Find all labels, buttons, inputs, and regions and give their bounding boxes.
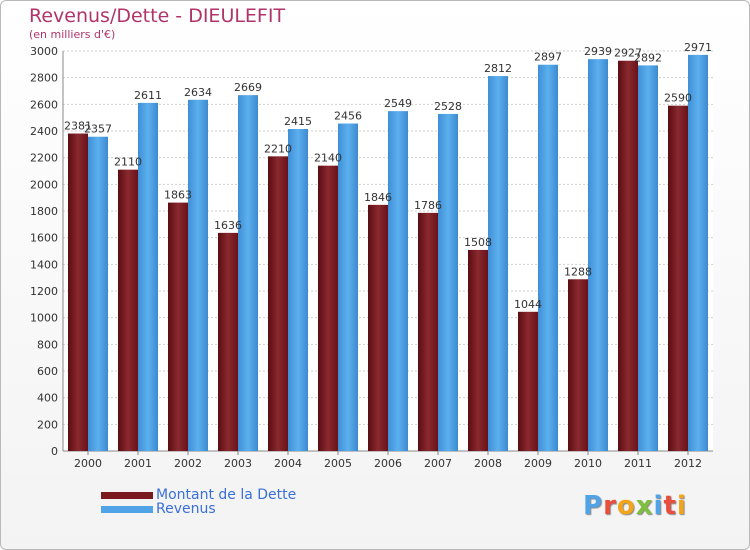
bar-revenus — [488, 76, 508, 452]
x-tick-label: 2006 — [374, 457, 402, 470]
chart-title: Revenus/Dette - DIEULEFIT — [29, 5, 286, 27]
data-label: 2897 — [534, 51, 562, 64]
x-tick-label: 2003 — [224, 457, 252, 470]
bar-revenus — [438, 113, 458, 451]
data-label: 2357 — [84, 123, 112, 136]
bar-revenus — [638, 65, 658, 452]
data-label: 2549 — [384, 97, 412, 110]
legend-label-dette: Montant de la Dette — [156, 487, 297, 503]
data-label: 2415 — [284, 115, 312, 128]
y-tick-label: 1400 — [30, 258, 58, 271]
bar-dette — [368, 204, 388, 451]
x-tick-label: 2012 — [674, 457, 702, 470]
bar-dette — [168, 202, 188, 451]
data-label: 2892 — [634, 51, 662, 64]
y-tick-label: 400 — [37, 392, 58, 405]
data-label: 1508 — [464, 236, 492, 249]
bar-dette — [518, 311, 538, 451]
bar-dette — [218, 232, 238, 451]
data-label: 2812 — [484, 62, 512, 75]
y-tick-label: 2800 — [30, 72, 58, 85]
bar-revenus — [538, 64, 558, 451]
data-label: 2939 — [584, 45, 612, 58]
bar-dette — [268, 156, 288, 452]
y-tick-label: 3000 — [30, 45, 58, 58]
bar-dette — [468, 249, 488, 451]
data-label: 2110 — [114, 156, 142, 169]
bar-revenus — [388, 111, 408, 451]
data-label: 2140 — [314, 152, 342, 165]
proxiti-logo: Proxiti — [583, 491, 687, 521]
chart-subtitle: (en milliers d'€) — [29, 28, 116, 41]
legend-swatch-revenus — [101, 506, 153, 513]
data-label: 2927 — [614, 47, 642, 60]
bar-dette — [68, 133, 88, 452]
legend-swatch-dette — [101, 492, 153, 499]
x-tick-label: 2008 — [474, 457, 502, 470]
bar-revenus — [688, 54, 708, 451]
y-tick-label: 2000 — [30, 178, 58, 191]
bar-revenus — [338, 123, 358, 452]
bar-revenus — [288, 129, 308, 451]
bar-revenus — [188, 99, 208, 452]
y-tick-label: 200 — [37, 418, 58, 431]
data-label: 1786 — [414, 199, 442, 212]
y-tick-label: 2600 — [30, 98, 58, 111]
x-tick-label: 2005 — [324, 457, 352, 470]
data-label: 2611 — [134, 89, 162, 102]
x-tick-label: 2000 — [74, 457, 102, 470]
bar-revenus — [138, 102, 158, 451]
bar-dette — [668, 105, 688, 452]
data-label: 1044 — [514, 298, 542, 311]
data-label: 2971 — [684, 41, 712, 54]
bar-revenus — [88, 136, 108, 451]
x-tick-label: 2001 — [124, 457, 152, 470]
data-label: 2381 — [64, 120, 92, 133]
x-tick-label: 2004 — [274, 457, 302, 470]
y-tick-label: 800 — [37, 338, 58, 351]
y-tick-label: 2400 — [30, 125, 58, 138]
y-tick-label: 0 — [51, 445, 58, 458]
data-label: 1288 — [564, 265, 592, 278]
y-tick-label: 1200 — [30, 285, 58, 298]
y-tick-label: 1000 — [30, 312, 58, 325]
bar-revenus — [238, 95, 258, 451]
data-label: 1636 — [214, 219, 242, 232]
data-label: 2456 — [334, 110, 362, 123]
x-tick-label: 2007 — [424, 457, 452, 470]
x-tick-label: 2002 — [174, 457, 202, 470]
bar-dette — [568, 279, 588, 451]
data-label: 2210 — [264, 142, 292, 155]
data-label: 2528 — [434, 100, 462, 113]
data-label: 2590 — [664, 92, 692, 105]
legend-label-revenus: Revenus — [156, 501, 216, 517]
bar-dette — [118, 169, 138, 451]
data-label: 1846 — [364, 191, 392, 204]
y-tick-label: 2200 — [30, 152, 58, 165]
bar-dette — [418, 212, 438, 451]
y-tick-label: 600 — [37, 365, 58, 378]
x-tick-label: 2009 — [524, 457, 552, 470]
data-label: 2634 — [184, 86, 212, 99]
data-label: 1863 — [164, 189, 192, 202]
data-label: 2669 — [234, 81, 262, 94]
bar-revenus — [588, 59, 608, 452]
y-tick-label: 1600 — [30, 232, 58, 245]
bar-dette — [618, 60, 638, 451]
y-tick-label: 1800 — [30, 205, 58, 218]
x-tick-label: 2010 — [574, 457, 602, 470]
bar-dette — [318, 165, 338, 451]
x-tick-label: 2011 — [624, 457, 652, 470]
